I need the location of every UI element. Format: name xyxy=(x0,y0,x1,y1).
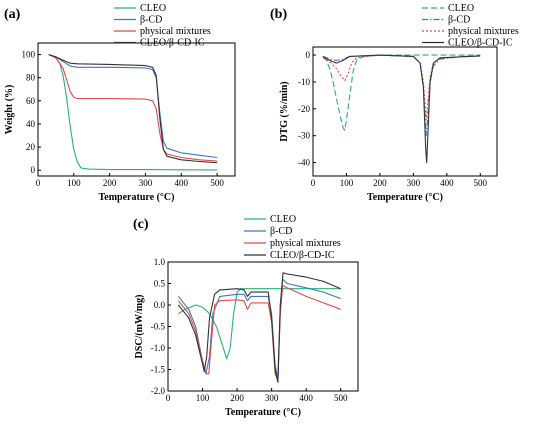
y-tick-label: -2.0 xyxy=(151,386,166,396)
plot-frame xyxy=(312,46,498,177)
x-tick-label: 0 xyxy=(311,178,316,188)
series-line xyxy=(322,54,481,164)
x-axis-label: Temperature (°C) xyxy=(99,192,175,203)
panel-b: (b) 0 100 200 300 400 500 0 -10 -20 -30 -40 Temperat… xyxy=(270,3,519,203)
x-axis-label: Temperature (°C) xyxy=(225,407,301,418)
y-tick-label: -10 xyxy=(298,77,310,87)
series-line xyxy=(178,288,341,360)
y-axis-label: Weight (%) xyxy=(4,85,15,135)
y-tick-label: 0.5 xyxy=(154,279,166,289)
y-tick-label: 0 xyxy=(306,50,311,60)
y-tick-label: -20 xyxy=(298,104,310,114)
x-tick-label: 200 xyxy=(230,393,244,403)
x-tick-label: 100 xyxy=(67,178,81,188)
legend-entry: CLEO xyxy=(448,3,474,14)
x-tick-label: 200 xyxy=(103,178,117,188)
x-tick-label: 100 xyxy=(196,393,210,403)
y-tick-label: 40 xyxy=(26,119,36,129)
plot-frame xyxy=(37,42,236,177)
x-tick-label: 0 xyxy=(166,393,171,403)
panel-label: (a) xyxy=(4,7,21,22)
legend-entry: CLEO/β-CD-IC xyxy=(270,250,335,261)
y-axis-label: DSC/(mW/mg) xyxy=(134,295,145,359)
series-line xyxy=(177,272,341,383)
y-tick-label: 0.0 xyxy=(154,300,166,310)
x-tick-label: 200 xyxy=(373,178,387,188)
series-line xyxy=(322,54,481,131)
series-line xyxy=(48,54,218,162)
x-tick-label: 300 xyxy=(265,393,279,403)
panel-c: (c) 0 100 200 300 400 500 1.0 0.5 0.0 -0.5 -1.0 -1.5… xyxy=(133,214,359,418)
legend-entry: CLEO/β-CD-IC xyxy=(140,38,205,49)
y-axis-label: DTG (%/min) xyxy=(279,81,290,141)
y-tick-label: 60 xyxy=(26,96,36,106)
plot-frame xyxy=(167,261,359,392)
y-tick-label: 20 xyxy=(26,142,36,152)
y-tick-label: -1.0 xyxy=(151,343,166,353)
x-tick-label: 100 xyxy=(340,178,354,188)
y-tick-label: 1.0 xyxy=(154,257,166,267)
x-tick-label: 500 xyxy=(210,178,224,188)
panel-a: (a) 0 100 200 300 400 500 0 20 40 60 80 100 Temperatu… xyxy=(4,3,236,203)
x-tick-label: 400 xyxy=(175,178,189,188)
legend-entry: physical mixtures xyxy=(140,26,211,37)
x-tick-label: 400 xyxy=(299,393,313,403)
x-axis-label: Temperature (°C) xyxy=(367,192,443,203)
y-tick-label: 100 xyxy=(22,50,36,60)
legend-entry: CLEO xyxy=(140,3,166,14)
legend-entry: β-CD xyxy=(140,15,162,26)
x-tick-label: 300 xyxy=(139,178,153,188)
y-tick-label: -0.5 xyxy=(151,322,166,332)
panel-label: (c) xyxy=(133,217,149,232)
y-tick-label: -40 xyxy=(298,158,310,168)
legend-entry: CLEO xyxy=(270,214,296,225)
series-line xyxy=(48,54,218,159)
panel-label: (b) xyxy=(270,7,287,22)
series-line xyxy=(177,285,341,381)
x-tick-label: 0 xyxy=(36,178,41,188)
series-line xyxy=(322,54,481,121)
y-tick-label: -1.5 xyxy=(151,365,166,375)
legend-entry: β-CD xyxy=(270,226,292,237)
legend-entry: physical mixtures xyxy=(270,238,341,249)
x-tick-label: 400 xyxy=(440,178,454,188)
y-tick-label: -30 xyxy=(298,131,310,141)
y-tick-label: 0 xyxy=(31,165,36,175)
x-tick-label: 500 xyxy=(334,393,348,403)
x-tick-label: 300 xyxy=(407,178,421,188)
series-line xyxy=(48,54,218,171)
series-line xyxy=(48,54,218,164)
legend-entry: CLEO/β-CD-IC xyxy=(448,38,513,49)
y-tick-label: 80 xyxy=(26,73,36,83)
x-tick-label: 500 xyxy=(474,178,488,188)
series-line xyxy=(322,54,481,137)
legend-entry: physical mixtures xyxy=(448,26,519,37)
legend-entry: β-CD xyxy=(448,15,470,26)
